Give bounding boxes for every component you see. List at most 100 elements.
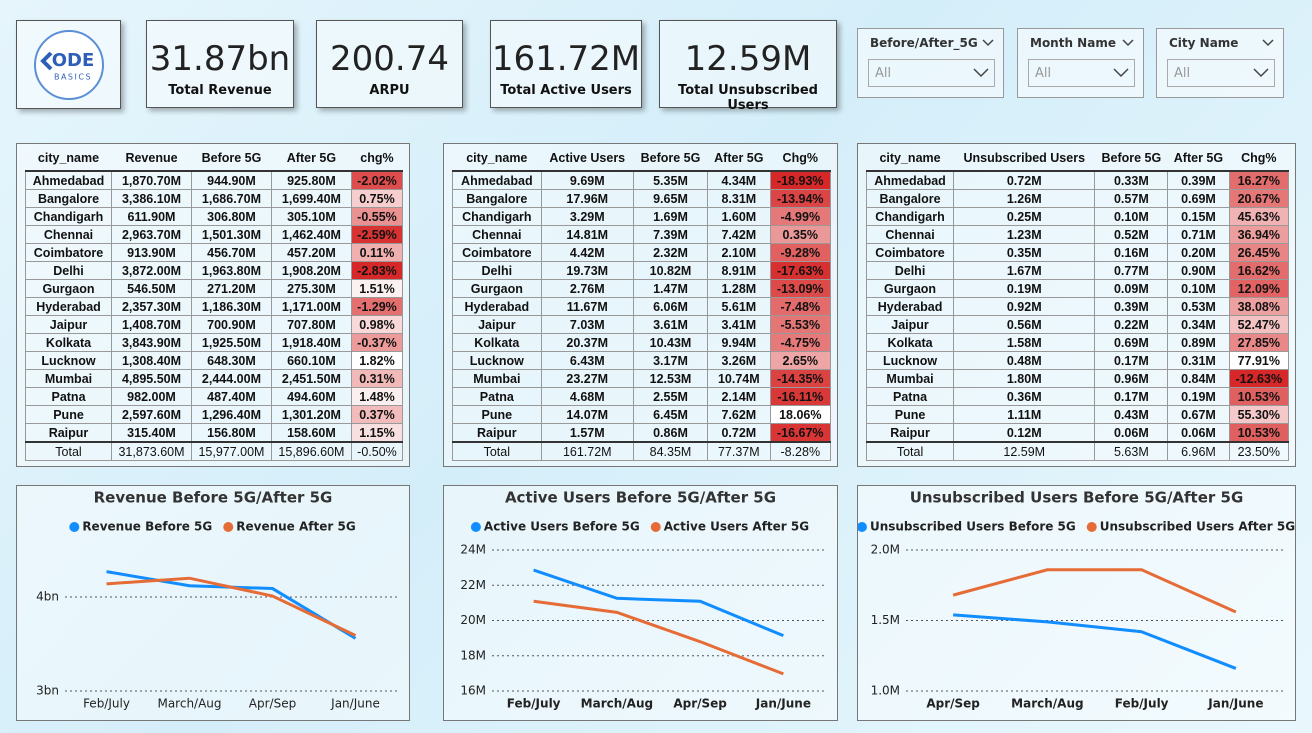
- chevron-line: [973, 68, 989, 78]
- x-tick-label: Apr/Sep: [673, 697, 727, 711]
- y-tick-label: 3bn: [36, 684, 59, 698]
- data-table: city_name Unsubscribed Users Before 5G Afte…: [865, 146, 1290, 461]
- logo-ring: [34, 30, 104, 100]
- value-cell: 1,171.00M: [270, 297, 352, 316]
- series-line: [533, 599, 784, 676]
- value-cell: 1,963.80M: [190, 261, 272, 280]
- value-cell: 0.17M: [1094, 351, 1169, 370]
- table-row: Mumbai 23.27M 12.53M 10.74M -14.35%: [452, 369, 832, 388]
- city-cell: Chennai: [24, 225, 113, 244]
- table-row: Chandigarh 611.90M 306.80M 305.10M -0.55%: [24, 207, 404, 226]
- x-tick-label: Feb/July: [83, 697, 130, 711]
- value-cell: 9.65M: [632, 189, 709, 208]
- value-cell: 0.96M: [1094, 369, 1169, 388]
- value-cell: 3.29M: [540, 207, 634, 226]
- value-cell: 14.81M: [540, 225, 634, 244]
- value-cell: 7.62M: [707, 405, 771, 424]
- table-row: Coimbatore 4.42M 2.32M 2.10M -9.28%: [452, 243, 832, 262]
- logo-text: ODE: [52, 50, 95, 71]
- value-cell: 0.69M: [1094, 333, 1169, 352]
- total-cell: Total: [452, 441, 542, 461]
- legend-label: Revenue Before 5G: [82, 520, 212, 534]
- table-panel: city_name Active Users Before 5G After 5G Ch…: [443, 143, 838, 467]
- city-cell: Patna: [865, 387, 955, 406]
- value-cell: 26.45%: [1228, 243, 1290, 262]
- table-row: Chennai 1.23M 0.52M 0.71M 36.94%: [865, 225, 1290, 244]
- chart-title: Unsubscribed Users Before 5G/After 5G: [910, 489, 1244, 507]
- city-cell: Chandigarh: [865, 207, 955, 226]
- filter-select[interactable]: All: [1167, 59, 1275, 87]
- chevron: [1122, 39, 1134, 47]
- value-cell: 4.42M: [540, 243, 634, 262]
- chart-panel: Unsubscribed Users Before 5G/After 5G Uns…: [857, 485, 1296, 721]
- value-cell: 0.16M: [1094, 243, 1169, 262]
- value-cell: 315.40M: [111, 423, 192, 443]
- table-row: Kolkata 1.58M 0.69M 0.89M 27.85%: [865, 333, 1290, 352]
- series-line: [952, 568, 1237, 614]
- value-cell: 0.75%: [350, 189, 404, 208]
- value-cell: 20.37M: [540, 333, 634, 352]
- filter-select[interactable]: All: [868, 59, 995, 87]
- column-header: Unsubscribed Users: [953, 146, 1095, 172]
- table-row: Chandigarh 0.25M 0.10M 0.15M 45.63%: [865, 207, 1290, 226]
- kpi-value: 200.74: [330, 39, 449, 79]
- value-cell: 3.61M: [632, 315, 709, 334]
- value-cell: 0.06M: [1094, 423, 1169, 443]
- value-cell: -5.53%: [769, 315, 832, 334]
- series-line: [533, 568, 784, 638]
- value-cell: 4.68M: [540, 387, 634, 406]
- value-cell: 0.43M: [1094, 405, 1169, 424]
- total-cell: 15,977.00M: [190, 441, 272, 461]
- value-cell: 55.30%: [1228, 405, 1290, 424]
- chart-title: Active Users Before 5G/After 5G: [505, 489, 776, 507]
- value-cell: 913.90M: [111, 243, 192, 262]
- city-cell: Hyderabad: [24, 297, 113, 316]
- city-cell: Patna: [452, 387, 542, 406]
- value-cell: 10.74M: [707, 369, 771, 388]
- filter-select[interactable]: All: [1028, 59, 1135, 87]
- legend-label: Active Users Before 5G: [484, 520, 640, 534]
- y-tick-label: 20M: [460, 613, 486, 627]
- value-cell: 660.10M: [270, 351, 352, 370]
- x-tick-label: Jan/June: [330, 697, 380, 711]
- value-cell: 0.53M: [1167, 297, 1230, 316]
- value-cell: 2,451.50M: [270, 369, 352, 388]
- table-row: Pune 1.11M 0.43M 0.67M 55.30%: [865, 405, 1290, 424]
- table-row: Ahmedabad 9.69M 5.35M 4.34M -18.93%: [452, 170, 832, 190]
- value-cell: 648.30M: [190, 351, 272, 370]
- chevron-line: [982, 39, 994, 47]
- value-cell: 0.20M: [1167, 243, 1230, 262]
- value-cell: 306.80M: [190, 207, 272, 226]
- value-cell: 27.85%: [1228, 333, 1290, 352]
- filter[interactable]: Before/After_5G All: [857, 28, 1004, 98]
- value-cell: 1.47M: [632, 279, 709, 298]
- value-cell: 8.91M: [707, 261, 771, 280]
- y-tick-label: 24M: [460, 543, 486, 557]
- value-cell: 11.67M: [540, 297, 634, 316]
- table-row: Ahmedabad 0.72M 0.33M 0.39M 16.27%: [865, 170, 1290, 190]
- value-cell: 271.20M: [190, 279, 272, 298]
- city-cell: Ahmedabad: [865, 170, 955, 190]
- y-tick-label: 1.0M: [871, 684, 900, 698]
- value-cell: 944.90M: [190, 170, 272, 190]
- total-cell: 31,873.60M: [111, 441, 192, 461]
- value-cell: 52.47%: [1228, 315, 1290, 334]
- table-row: Kolkata 20.37M 10.43M 9.94M -4.75%: [452, 333, 832, 352]
- value-cell: 1,462.40M: [270, 225, 352, 244]
- table-row: Patna 982.00M 487.40M 494.60M 1.48%: [24, 387, 404, 406]
- value-cell: 1,925.50M: [190, 333, 272, 352]
- y-tick-label: 16M: [460, 684, 486, 698]
- value-cell: 45.63%: [1228, 207, 1290, 226]
- value-cell: -4.99%: [769, 207, 832, 226]
- table-row: Coimbatore 0.35M 0.16M 0.20M 26.45%: [865, 243, 1290, 262]
- y-tick-label: 4bn: [36, 590, 59, 604]
- value-cell: 0.89M: [1167, 333, 1230, 352]
- table-row: Delhi 19.73M 10.82M 8.91M -17.63%: [452, 261, 832, 280]
- table-row: Pune 14.07M 6.45M 7.62M 18.06%: [452, 405, 832, 424]
- filter[interactable]: City Name All: [1156, 28, 1284, 98]
- value-cell: 10.82M: [632, 261, 709, 280]
- filter[interactable]: Month Name All: [1017, 28, 1144, 98]
- total-cell: 12.59M: [953, 441, 1096, 461]
- value-cell: 1,501.30M: [190, 225, 272, 244]
- y-tick-label: 1.5M: [871, 613, 900, 627]
